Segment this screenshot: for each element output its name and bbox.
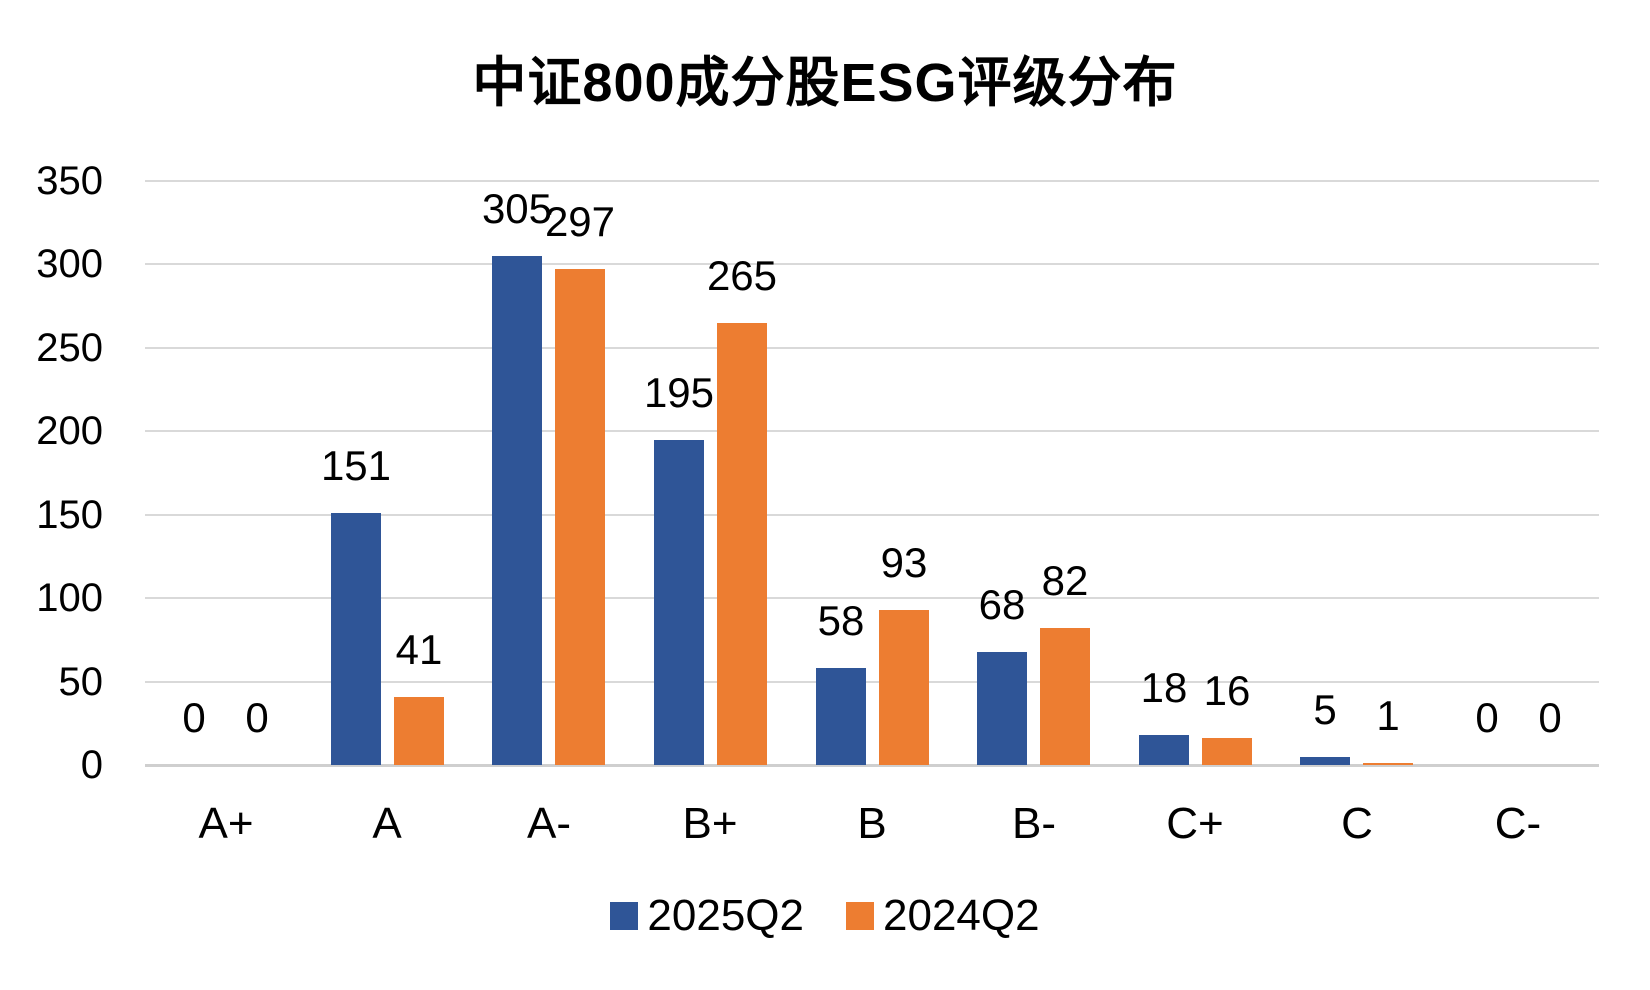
y-axis-tick-label: 100	[36, 576, 103, 620]
data-label: 41	[395, 626, 443, 673]
gridline	[145, 597, 1599, 599]
y-axis-tick-label: 50	[58, 660, 104, 704]
legend-label: 2024Q2	[883, 891, 1040, 940]
data-label: 5	[1313, 686, 1337, 733]
data-label: 58	[817, 597, 865, 644]
bar-2024Q2-B	[879, 610, 929, 765]
y-axis-tick-label: 300	[36, 242, 103, 286]
bar-2024Q2-A-	[555, 269, 605, 765]
data-label: 265	[706, 252, 778, 299]
x-axis-baseline	[145, 764, 1599, 767]
bar-2025Q2-B+	[654, 440, 704, 765]
bar-2024Q2-C	[1363, 763, 1413, 765]
gridline	[145, 681, 1599, 683]
data-label: 0	[182, 694, 206, 741]
gridline	[145, 514, 1599, 516]
x-axis-label-A+: A+	[198, 799, 254, 848]
data-label: 0	[1475, 694, 1499, 741]
data-label: 0	[245, 694, 269, 741]
bar-2025Q2-B	[816, 668, 866, 765]
y-axis-tick-label: 250	[36, 326, 103, 370]
bar-2024Q2-C+	[1202, 738, 1252, 765]
legend: 2025Q2 2024Q2	[0, 894, 1650, 938]
gridline	[145, 347, 1599, 349]
gridline	[145, 180, 1599, 182]
data-label: 16	[1203, 667, 1251, 714]
x-axis-label-B: B	[857, 799, 887, 848]
x-axis-label-C+: C+	[1166, 799, 1224, 848]
y-axis-tick-label: 350	[36, 159, 103, 203]
legend-item-2025Q2: 2025Q2	[610, 894, 804, 938]
data-label: 297	[544, 198, 616, 245]
data-label: 305	[481, 185, 553, 232]
data-label: 82	[1041, 557, 1089, 604]
bar-2025Q2-A	[331, 513, 381, 765]
data-label: 1	[1376, 692, 1400, 739]
y-axis-tick-label: 200	[36, 409, 103, 453]
bar-2024Q2-B+	[717, 323, 767, 765]
x-axis-label-C: C	[1341, 799, 1373, 848]
bar-2025Q2-C	[1300, 757, 1350, 765]
legend-swatch-icon	[846, 902, 874, 930]
bar-2024Q2-B-	[1040, 628, 1090, 765]
legend-swatch-icon	[610, 902, 639, 930]
x-axis-label-A-: A-	[527, 799, 571, 848]
bar-2025Q2-A-	[492, 256, 542, 765]
bar-2024Q2-A	[394, 697, 444, 765]
bar-2025Q2-C+	[1139, 735, 1189, 765]
data-label: 93	[880, 539, 928, 586]
x-axis-label-A: A	[372, 799, 402, 848]
chart-title: 中证800成分股ESG评级分布	[472, 53, 1178, 113]
data-label: 0	[1538, 694, 1562, 741]
y-axis-tick-label: 0	[80, 743, 103, 787]
x-axis-label-B-: B-	[1012, 799, 1056, 848]
y-axis-tick-label: 150	[36, 493, 103, 537]
gridline	[145, 430, 1599, 432]
legend-item-2024Q2: 2024Q2	[846, 894, 1040, 938]
data-label: 151	[320, 442, 392, 489]
x-axis-label-C-: C-	[1494, 799, 1542, 848]
data-label: 195	[643, 369, 715, 416]
legend-label: 2025Q2	[647, 891, 804, 940]
bar-2025Q2-B-	[977, 652, 1027, 765]
data-label: 68	[978, 581, 1026, 628]
data-label: 18	[1140, 664, 1188, 711]
x-axis-label-B+: B+	[682, 799, 738, 848]
gridline	[145, 263, 1599, 265]
